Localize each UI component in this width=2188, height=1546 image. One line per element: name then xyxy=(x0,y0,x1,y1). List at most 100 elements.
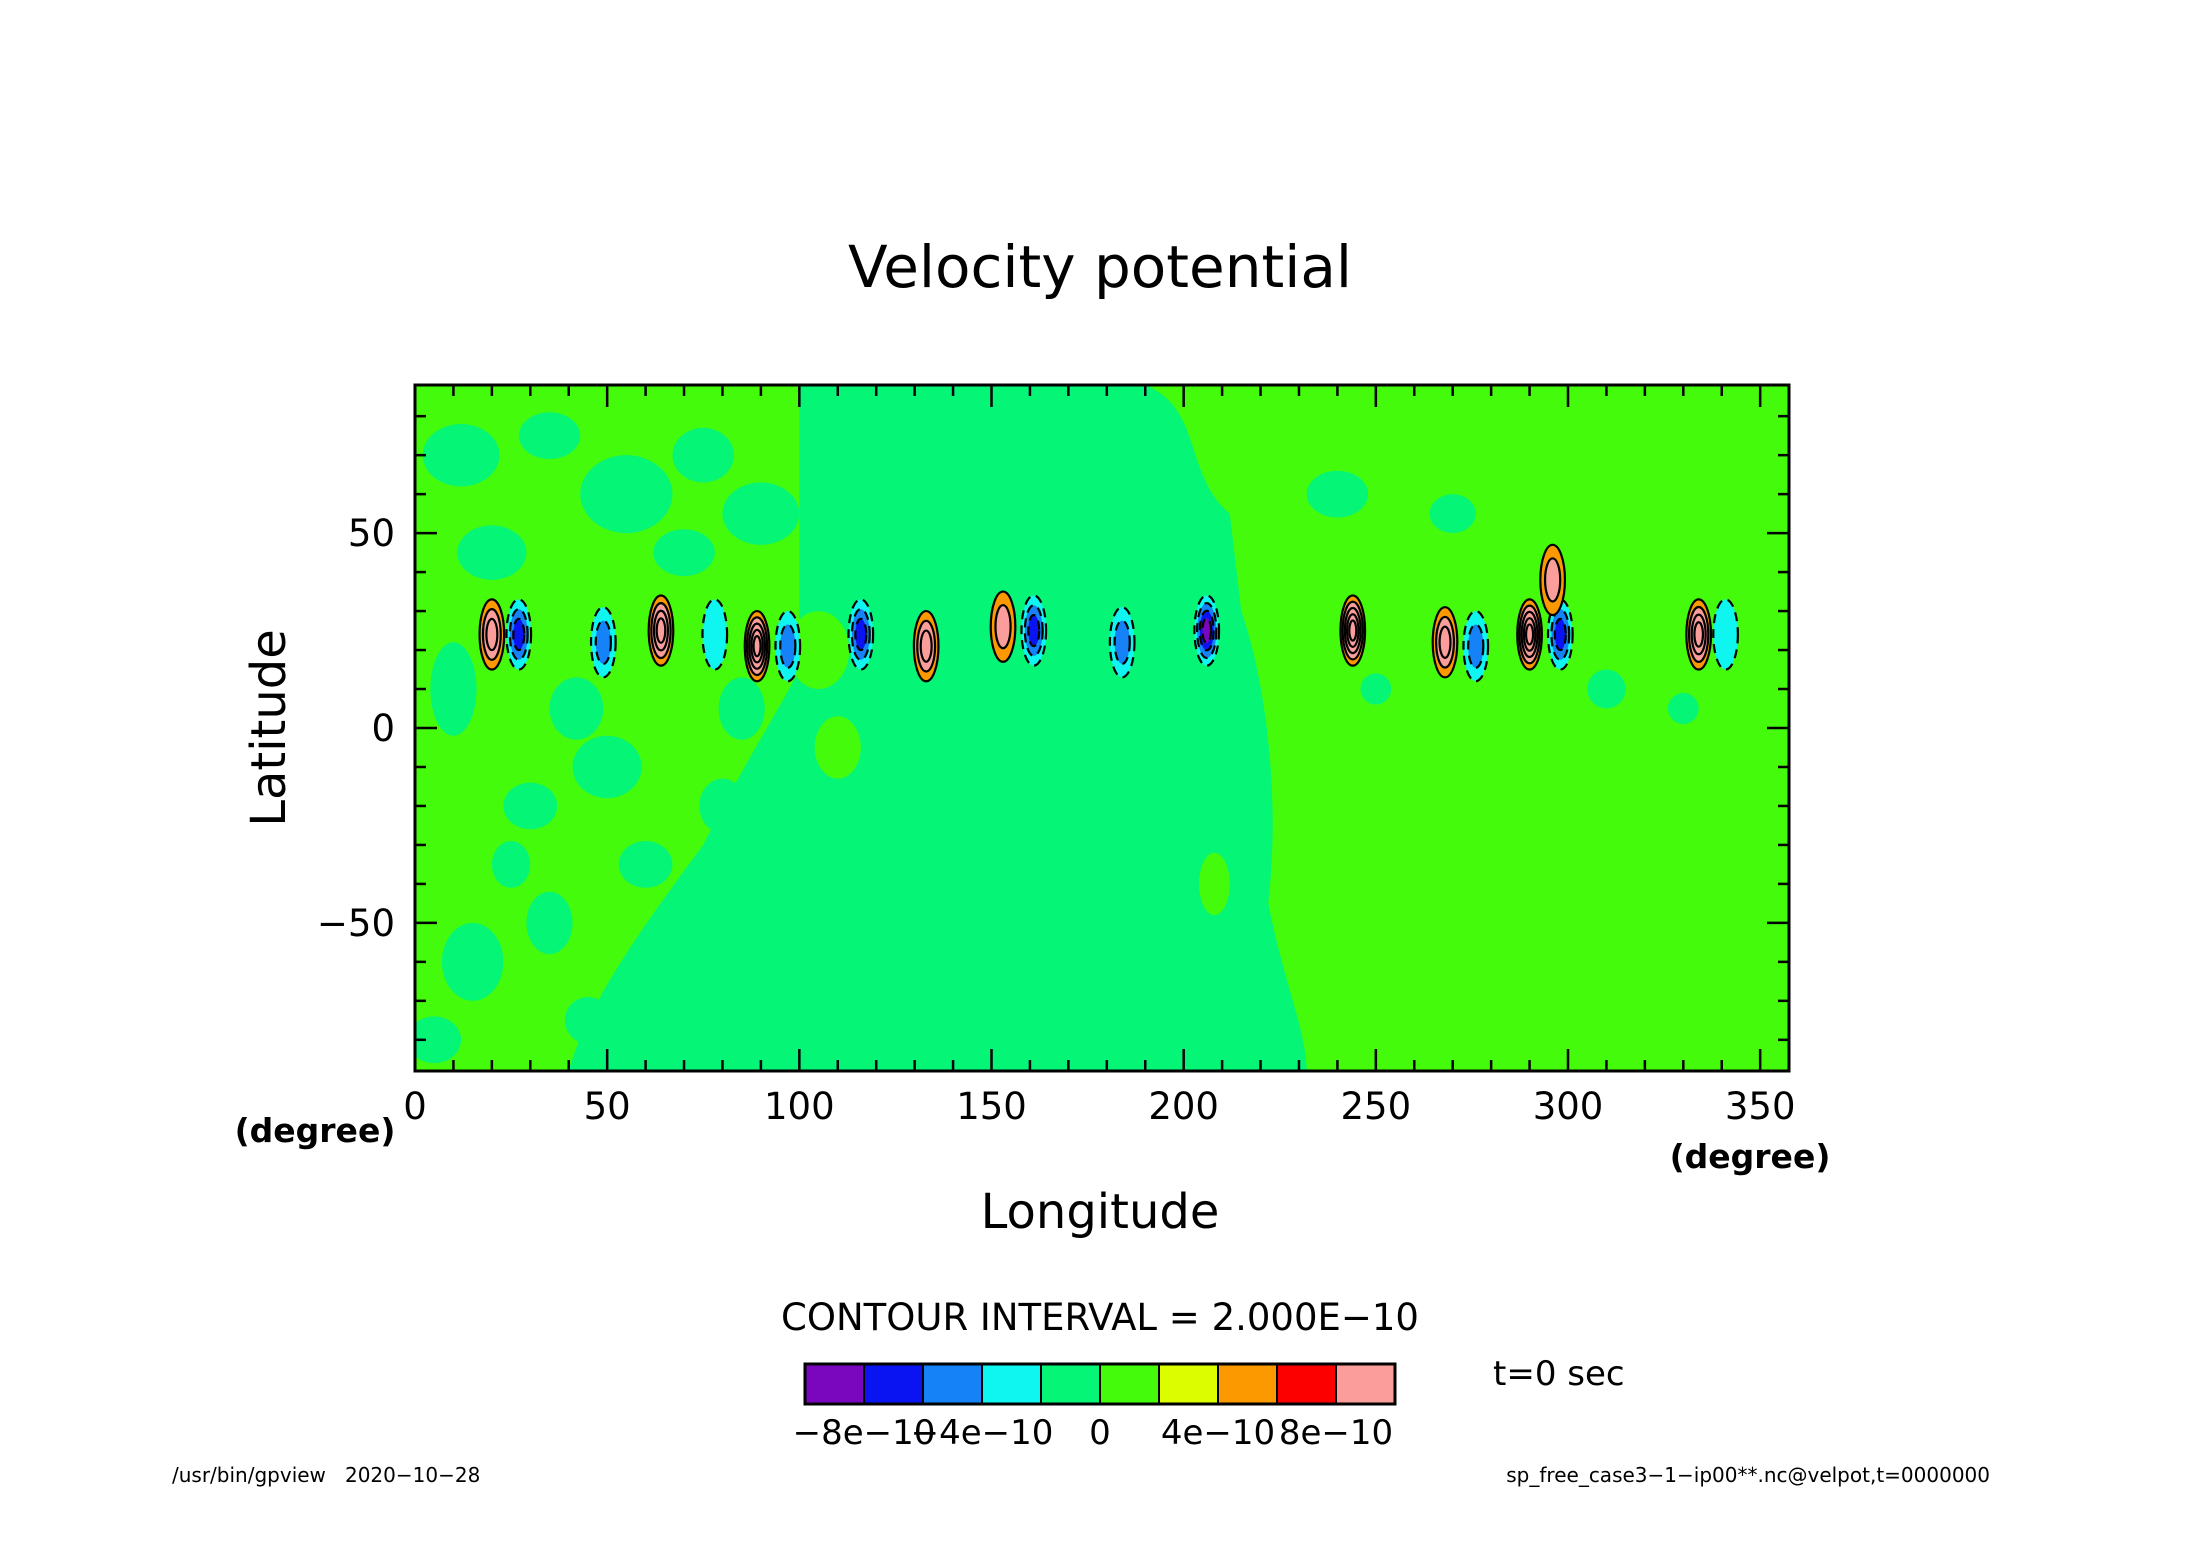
field-patch xyxy=(518,412,581,460)
footer-left: /usr/bin/gpview 2020−10−28 xyxy=(172,1463,480,1487)
field-patch xyxy=(415,1016,462,1064)
contour-ring xyxy=(1113,619,1131,665)
x-tick-label: 250 xyxy=(1341,1085,1412,1128)
color-bar-swatch xyxy=(922,1363,983,1405)
contour-feature xyxy=(1020,594,1048,667)
color-bar: −8e−10−4e−10 0 4e−10 8e−10 xyxy=(793,1362,1397,1453)
x-unit-label: (degree) xyxy=(1670,1137,1831,1176)
field-patch xyxy=(430,642,477,736)
field-patch xyxy=(653,529,715,576)
contour-ring xyxy=(919,629,933,663)
contour-feature xyxy=(1539,543,1567,617)
x-tick-label: 100 xyxy=(764,1085,835,1128)
contour-feature xyxy=(647,594,675,667)
color-bar-swatch xyxy=(1158,1363,1219,1405)
x-tick-label: 50 xyxy=(584,1085,631,1128)
x-tick-label: 350 xyxy=(1725,1085,1796,1128)
y-unit-label: (degree) xyxy=(235,1111,396,1150)
color-bar-swatch xyxy=(863,1363,924,1405)
color-bar-label: 0 xyxy=(1089,1413,1111,1453)
contour-feature xyxy=(1462,609,1490,683)
contour-feature xyxy=(701,598,729,671)
field-patch xyxy=(718,677,765,740)
field-patch xyxy=(672,427,734,483)
contour-ring xyxy=(1543,557,1562,603)
color-bar-swatch xyxy=(1040,1363,1101,1405)
color-bar-label: 4e−10 xyxy=(1161,1413,1275,1453)
footer-right: sp_free_case3−1−ip00**.nc@velpot,t=00000… xyxy=(1506,1463,1990,1487)
contour-field xyxy=(415,385,1789,1071)
y-tick-label: 0 xyxy=(371,707,395,750)
contour-ring xyxy=(485,617,499,652)
field-patch xyxy=(564,996,612,1044)
contour-feature xyxy=(1516,598,1543,671)
field-patch xyxy=(699,778,746,834)
contour-feature xyxy=(1546,598,1574,671)
contour-feature xyxy=(505,598,533,671)
axis-ticks: 0 50 100 150 200 250 300 350 −50 0 50 xyxy=(317,385,1796,1128)
contour-ring xyxy=(1693,621,1705,648)
contour-ring xyxy=(1438,625,1452,659)
color-bar-swatch xyxy=(1335,1363,1396,1405)
contour-feature xyxy=(989,590,1017,663)
field-patch xyxy=(1360,673,1392,705)
field-patch xyxy=(722,482,800,545)
contour-ring xyxy=(1348,619,1358,642)
field-patch xyxy=(422,423,500,487)
contour-ring xyxy=(655,617,667,644)
contour-ring xyxy=(854,617,868,652)
field-patch xyxy=(491,841,531,888)
color-bar-label: −8e−10 xyxy=(793,1413,936,1453)
field-patch xyxy=(1199,852,1230,916)
contour-feature xyxy=(912,609,940,683)
color-bar-swatch xyxy=(1099,1363,1160,1405)
field-patch xyxy=(441,922,504,1001)
x-tick-label: 300 xyxy=(1533,1085,1604,1128)
field-patch xyxy=(572,735,642,799)
color-bar-swatch xyxy=(1276,1363,1337,1405)
contour-feature xyxy=(1339,594,1367,667)
field-patch xyxy=(1667,692,1699,725)
contour-ring xyxy=(1201,617,1213,644)
field-patch xyxy=(618,841,673,888)
contour-feature xyxy=(743,609,771,683)
color-bar-label: −4e−10 xyxy=(911,1413,1054,1453)
contour-ring xyxy=(512,617,526,652)
x-tick-label: 150 xyxy=(956,1085,1027,1128)
contour-feature xyxy=(478,598,506,671)
y-axis-title: Latitude xyxy=(241,629,297,827)
contour-ring xyxy=(752,635,762,658)
field-patch xyxy=(549,677,604,740)
field-patch xyxy=(526,891,573,955)
contour-ring xyxy=(594,619,612,665)
field-patch xyxy=(503,782,558,830)
color-bar-swatch xyxy=(981,1363,1042,1405)
x-axis-title: Longitude xyxy=(981,1184,1220,1240)
color-bar-frame xyxy=(803,1362,1397,1406)
field-patch xyxy=(814,716,861,779)
contour-ring xyxy=(1712,598,1739,671)
contour-interval-label: CONTOUR INTERVAL = 2.000E−10 xyxy=(781,1296,1419,1339)
field-region-negative-low xyxy=(568,385,1307,1071)
color-bar-label: 8e−10 xyxy=(1279,1413,1393,1453)
contour-feature xyxy=(1108,606,1136,679)
contour-feature xyxy=(1712,598,1739,671)
contour-feature xyxy=(1431,606,1459,679)
contour-ring xyxy=(1027,613,1041,648)
field-patch xyxy=(1429,494,1476,534)
field-patch xyxy=(580,455,673,534)
field-patch xyxy=(787,611,850,690)
contour-feature xyxy=(847,598,875,671)
contour-ring xyxy=(994,603,1012,650)
color-bar-swatch xyxy=(804,1363,865,1405)
color-bar-swatch xyxy=(1217,1363,1278,1405)
x-tick-label: 0 xyxy=(403,1085,427,1128)
y-tick-label: −50 xyxy=(317,902,395,945)
contour-ring xyxy=(1524,623,1535,646)
x-tick-label: 200 xyxy=(1148,1085,1219,1128)
contour-ring xyxy=(701,598,729,671)
chart-title: Velocity potential xyxy=(848,233,1352,301)
field-patch xyxy=(1306,470,1369,518)
contour-ring xyxy=(779,623,797,669)
